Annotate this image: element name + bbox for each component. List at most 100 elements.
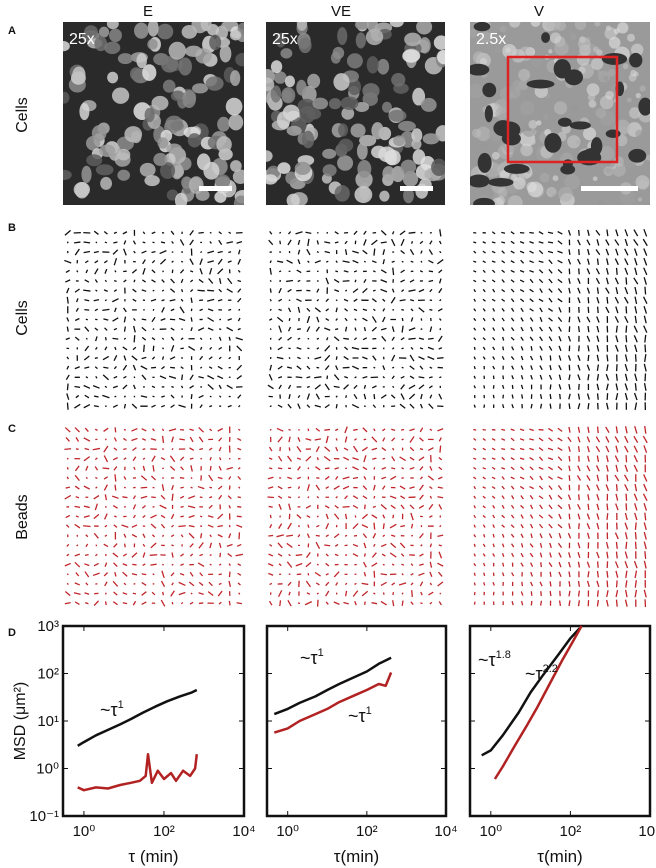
vector <box>529 552 534 558</box>
vector <box>473 572 476 576</box>
vector <box>103 427 109 432</box>
vector <box>549 393 552 400</box>
vector <box>380 241 387 244</box>
vector <box>149 554 158 556</box>
texture <box>536 120 542 126</box>
vector <box>227 553 233 558</box>
vector <box>510 533 515 538</box>
vector <box>380 581 387 587</box>
vector <box>439 524 442 528</box>
vector <box>189 457 194 460</box>
vector <box>151 356 156 360</box>
vector <box>473 260 477 263</box>
vector <box>419 533 424 539</box>
vector <box>547 457 554 461</box>
nucleus <box>153 152 168 166</box>
vector <box>380 269 387 274</box>
vector <box>199 346 203 350</box>
vector <box>113 280 117 282</box>
vector <box>226 384 233 390</box>
vector <box>122 571 128 577</box>
vector <box>315 466 321 471</box>
vector <box>439 250 442 254</box>
vector <box>502 562 505 567</box>
dark-region <box>488 178 514 187</box>
vector <box>353 384 358 390</box>
vector <box>633 445 639 453</box>
vector <box>307 496 310 499</box>
vector <box>236 241 243 244</box>
micrograph: 25x <box>266 22 445 205</box>
vector <box>297 486 301 490</box>
vector <box>188 581 195 587</box>
vector <box>151 385 156 389</box>
vector <box>615 248 619 256</box>
vector <box>218 494 223 500</box>
vector <box>501 231 506 234</box>
vector <box>75 515 79 518</box>
vector <box>595 436 601 443</box>
vector <box>625 580 628 588</box>
vector <box>382 523 385 530</box>
vector <box>510 476 515 480</box>
vector <box>538 514 544 519</box>
vector <box>66 365 70 370</box>
vector <box>473 385 476 389</box>
vector <box>568 446 571 452</box>
vector <box>237 572 242 576</box>
vector <box>520 562 524 567</box>
vector <box>113 355 118 362</box>
vector <box>297 602 301 605</box>
annotation: ~τ1 <box>300 647 324 668</box>
vector <box>199 308 203 312</box>
vector <box>66 543 70 547</box>
vector <box>286 561 293 568</box>
vector <box>288 231 292 235</box>
vector <box>587 494 590 501</box>
vector <box>237 269 241 273</box>
vector <box>122 231 128 235</box>
vector <box>180 366 184 370</box>
vector <box>391 563 395 566</box>
vector <box>492 394 495 399</box>
nucleus <box>63 91 70 104</box>
vector <box>180 385 184 389</box>
vector <box>73 403 81 409</box>
vector <box>473 495 477 499</box>
vector <box>325 573 329 576</box>
vector <box>333 571 340 578</box>
vector <box>74 427 81 433</box>
vector <box>64 591 71 597</box>
texture <box>555 22 567 31</box>
vector <box>568 426 571 433</box>
vector <box>529 336 534 341</box>
vector <box>482 437 486 441</box>
vector <box>501 504 505 509</box>
vector <box>429 495 433 499</box>
vector <box>538 466 544 470</box>
vector <box>548 326 553 332</box>
vector <box>491 438 496 441</box>
vector <box>501 524 505 528</box>
vector <box>237 394 242 399</box>
vector <box>160 404 166 408</box>
texture <box>608 167 614 174</box>
vector <box>122 364 128 371</box>
vector <box>114 346 117 351</box>
vector <box>419 347 424 350</box>
vector <box>112 580 119 587</box>
nucleus <box>228 114 244 131</box>
vector <box>520 523 524 529</box>
vector <box>345 395 348 398</box>
vector <box>122 592 128 595</box>
nucleus <box>219 44 232 63</box>
vector <box>408 337 416 340</box>
vector <box>179 477 185 479</box>
vector <box>180 505 184 508</box>
vector <box>277 346 283 351</box>
vector <box>529 428 534 432</box>
vector <box>587 403 590 410</box>
vector <box>624 267 629 275</box>
vector <box>104 385 108 389</box>
